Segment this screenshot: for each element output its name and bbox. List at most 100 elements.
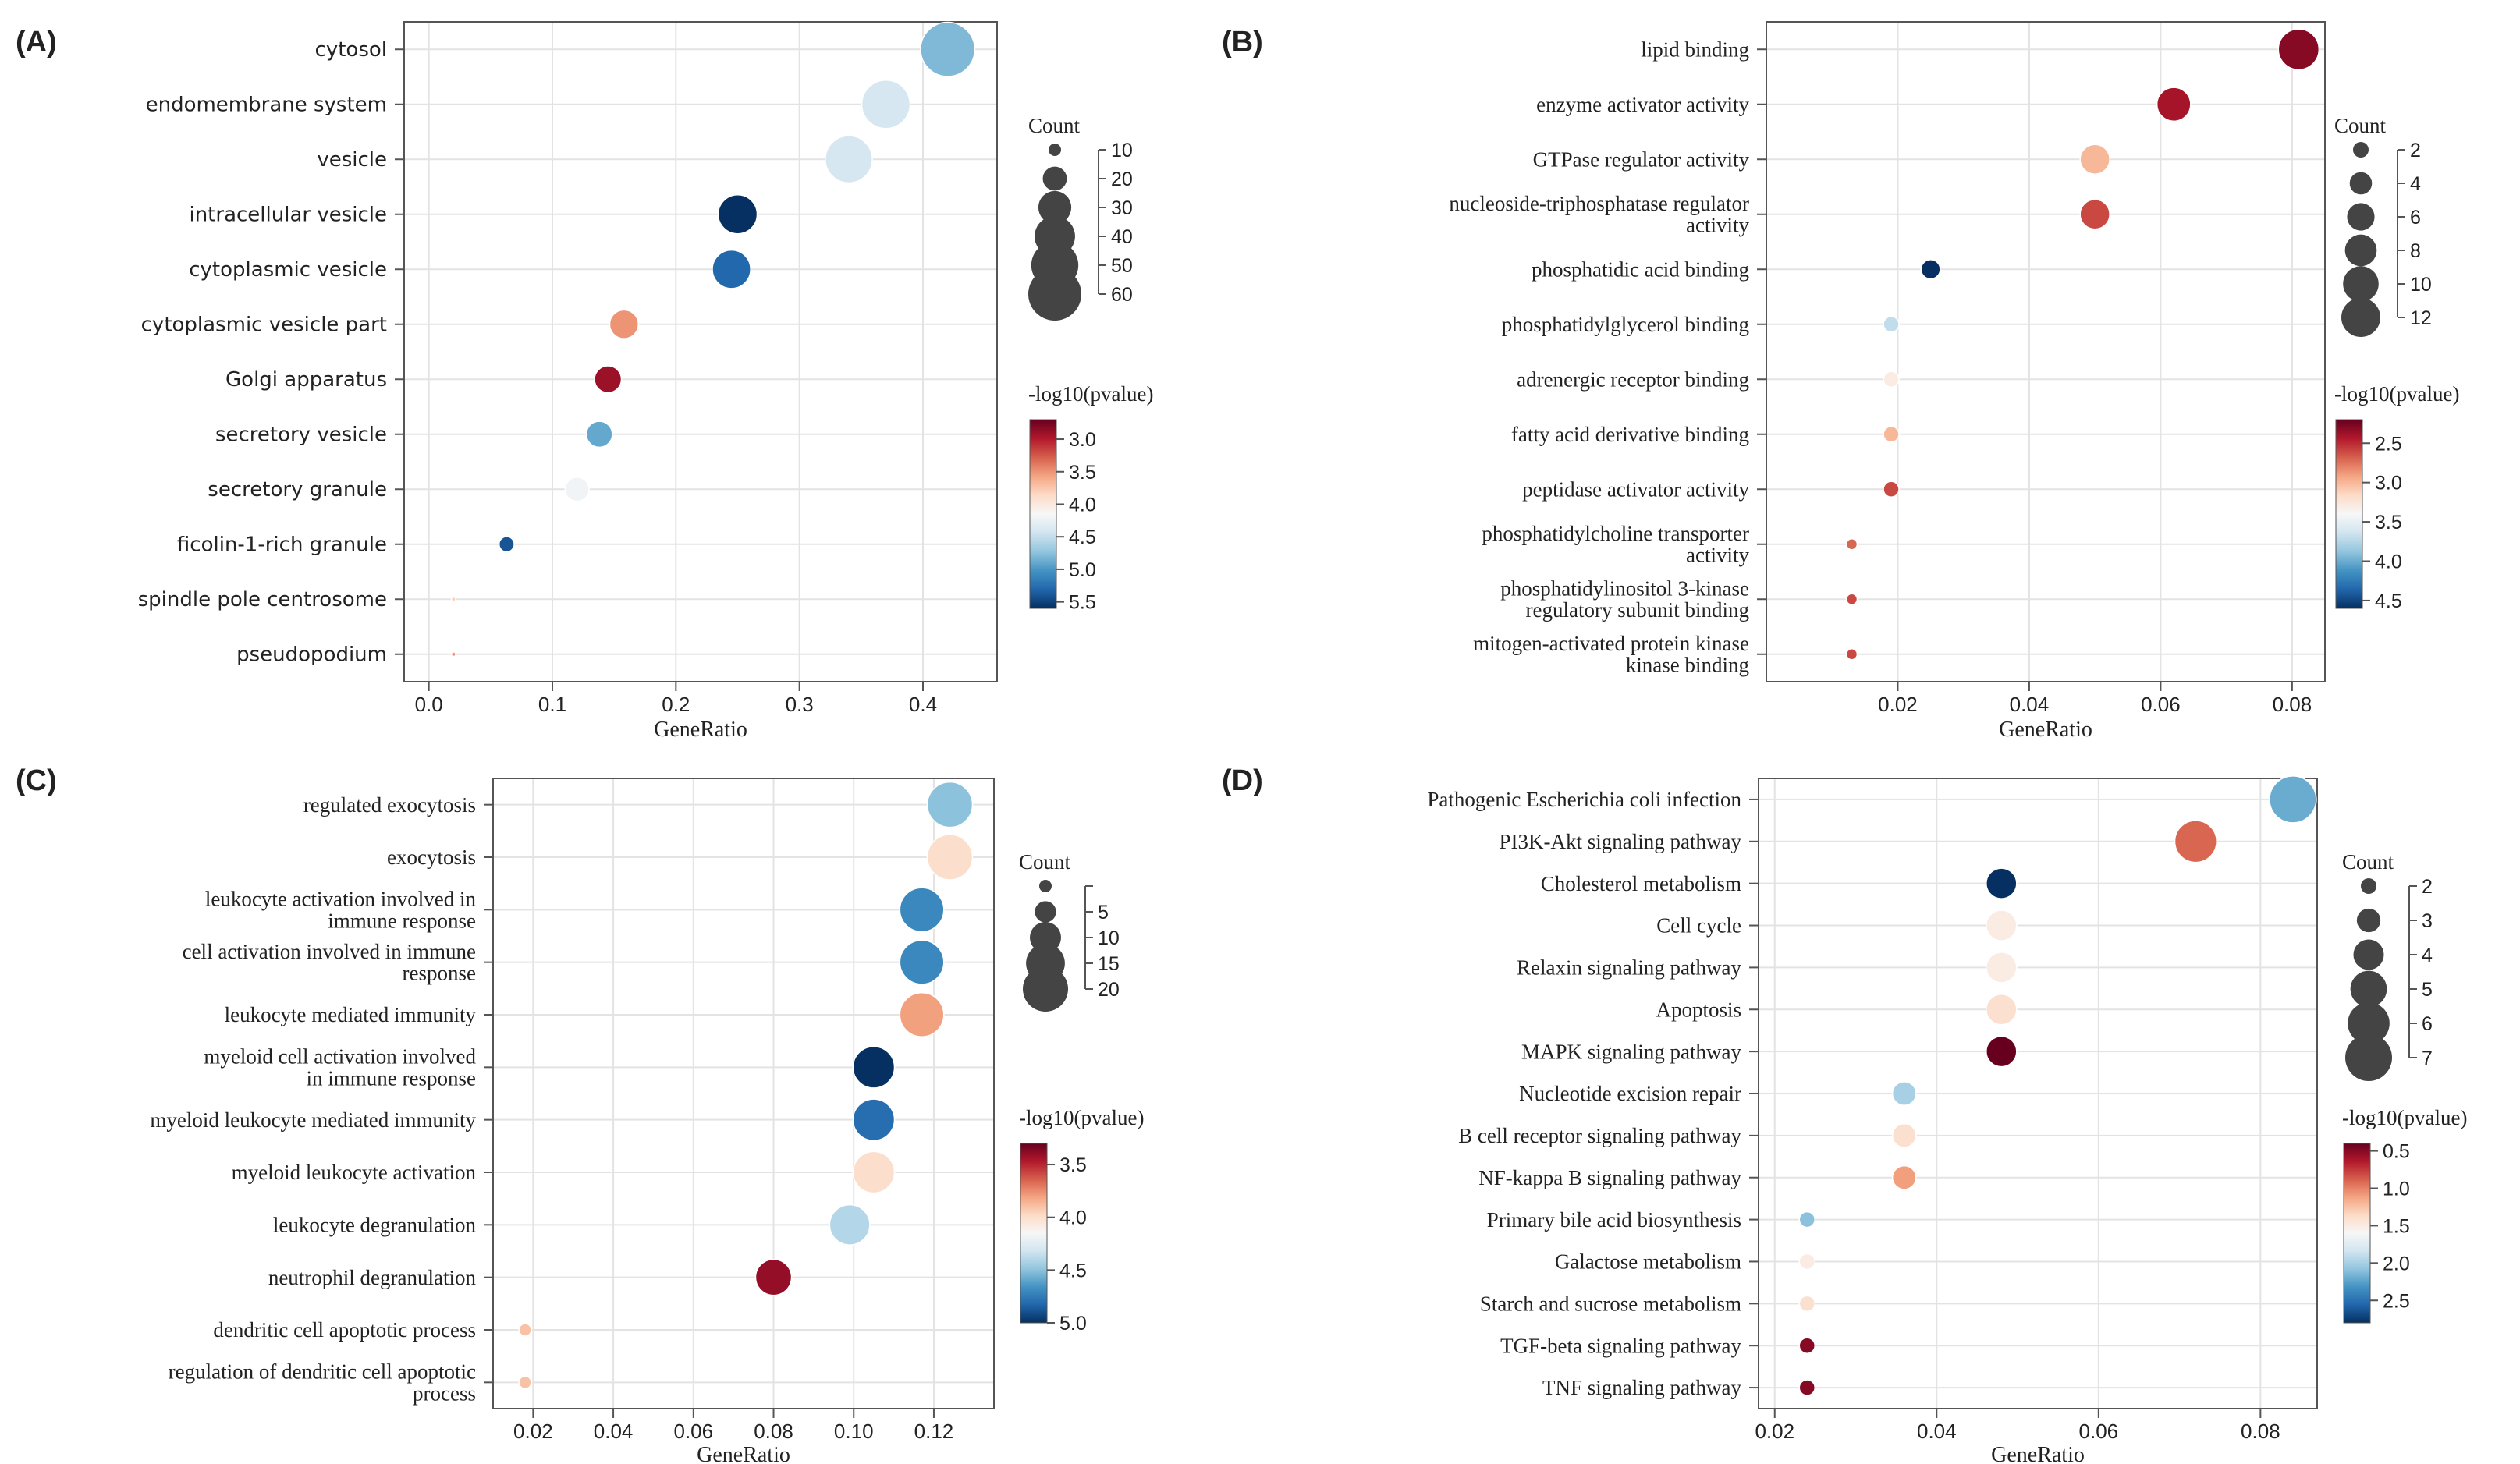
data-point [2156, 87, 2192, 122]
x-tick-label: 0.4 [909, 693, 937, 716]
size-legend-label: 3 [2422, 910, 2433, 932]
data-point [450, 596, 456, 602]
data-point [2079, 144, 2110, 175]
category-label-line: response [403, 962, 476, 985]
data-point [852, 1045, 896, 1089]
color-legend-label: 4.5 [1059, 1260, 1087, 1281]
data-point [1798, 1253, 1816, 1271]
data-point [1891, 1164, 1917, 1190]
category-label-line: kinase binding [1626, 654, 1749, 677]
size-legend-title: Count [2334, 114, 2387, 137]
size-legend-label: 50 [1111, 255, 1133, 277]
category-label: endomembrane system [146, 94, 387, 117]
category-label-line: cell activation involved in immune [183, 940, 476, 963]
size-legend-label: 30 [1111, 197, 1133, 219]
size-legend-label: 20 [1111, 168, 1133, 190]
data-point [1986, 909, 2018, 941]
size-legend-label: 6 [2410, 207, 2421, 229]
category-label-line: vesicle [317, 148, 387, 172]
category-label-line: ficolin-1-rich granule [177, 533, 387, 557]
size-legend-label: 10 [1098, 927, 1120, 949]
category-label-line: phosphatidylcholine transporter [1482, 522, 1749, 545]
category-label-line: activity [1686, 214, 1749, 237]
size-legend-dot [1039, 880, 1052, 892]
data-point [1798, 1379, 1816, 1396]
category-label-line: cytoplasmic vesicle part [141, 314, 387, 337]
size-legend-dot [2361, 878, 2376, 894]
category-label: vesicle [317, 148, 387, 172]
color-bar [1020, 1143, 1048, 1324]
category-label-line: Cholesterol metabolism [1541, 872, 1741, 895]
category-label-line: myeloid cell activation involved [204, 1045, 476, 1069]
data-point [825, 135, 873, 184]
category-label: myeloid cell activation involved in immun… [204, 1045, 476, 1090]
category-label-line: secretory granule [208, 478, 387, 502]
category-label: lipid binding [1641, 37, 1749, 61]
category-label: nucleoside-triphosphatase regulator activ… [1449, 192, 1749, 237]
panel-label: (D) [1222, 764, 1263, 797]
category-label: Galactose metabolism [1555, 1250, 1741, 1274]
data-point [1845, 538, 1858, 551]
size-legend-title: Count [1019, 850, 1071, 874]
category-label-line: secretory vesicle [215, 424, 387, 447]
data-point [712, 249, 751, 289]
category-label: fatty acid derivative binding [1511, 423, 1749, 446]
size-legend-dot [2343, 266, 2379, 302]
color-legend-label: 5.5 [1069, 592, 1096, 614]
size-legend-dot [1023, 966, 1068, 1012]
color-legend-title: -log10(pvalue) [2334, 382, 2459, 406]
data-point [1845, 593, 1858, 605]
data-point [1883, 370, 1900, 388]
color-legend-label: 0.5 [2383, 1141, 2410, 1163]
data-point [1891, 1081, 1917, 1106]
category-label-line: TGF-beta signaling pathway [1500, 1334, 1741, 1357]
x-tick-label: 0.12 [914, 1420, 954, 1443]
category-label: Cholesterol metabolism [1541, 872, 1741, 895]
data-point [1883, 480, 1900, 498]
size-legend-label: 5 [1098, 902, 1109, 923]
data-point [2277, 28, 2320, 71]
category-label: Nucleotide excision repair [1519, 1082, 1741, 1105]
size-legend-dot [1049, 144, 1061, 156]
category-label-line: cytoplasmic vesicle [189, 258, 387, 282]
size-legend-dot [2349, 172, 2373, 195]
size-legend-label: 8 [2410, 240, 2421, 262]
category-label: GTPase regulator activity [1533, 147, 1750, 171]
category-label: leukocyte activation involved in immune r… [205, 888, 477, 933]
category-label-line: Apoptosis [1656, 998, 1741, 1021]
category-label-line: intracellular vesicle [189, 204, 387, 227]
panel-label: (A) [16, 26, 57, 58]
size-legend-dot [1038, 190, 1072, 225]
size-legend-label: 4 [2410, 173, 2421, 195]
category-label: Pathogenic Escherichia coli infection [1427, 788, 1741, 811]
category-label: mitogen-activated protein kinase kinase b… [1473, 632, 1749, 677]
color-legend-label: 5.0 [1059, 1313, 1087, 1335]
panel-label: (C) [16, 764, 57, 797]
x-tick-label: 0.08 [2273, 693, 2312, 716]
category-label: myeloid leukocyte activation [232, 1161, 477, 1184]
category-label-line: B cell receptor signaling pathway [1458, 1124, 1741, 1147]
category-label-line: Golgi apparatus [225, 368, 387, 392]
color-legend-label: 3.5 [1059, 1154, 1087, 1176]
x-tick-label: 0.2 [662, 693, 690, 716]
data-point [1798, 1337, 1816, 1354]
category-label-line: regulated exocytosis [303, 793, 476, 817]
category-label-line: Starch and sucrose metabolism [1480, 1292, 1741, 1316]
size-legend-label: 60 [1111, 284, 1133, 306]
category-label: exocytosis [387, 845, 476, 869]
data-point [1798, 1211, 1816, 1228]
color-legend-label: 4.0 [1069, 494, 1096, 516]
category-label-line: Primary bile acid biosynthesis [1487, 1208, 1741, 1232]
data-point [594, 365, 623, 394]
size-legend-dot [2353, 939, 2384, 970]
category-label-line: lipid binding [1641, 37, 1749, 61]
x-tick-label: 0.1 [538, 693, 566, 716]
category-label-line: exocytosis [387, 845, 476, 869]
category-label: leukocyte mediated immunity [225, 1003, 477, 1026]
category-label-line: immune response [328, 909, 476, 932]
data-point [899, 992, 945, 1037]
category-label: cytoplasmic vesicle [189, 258, 387, 282]
data-point [2079, 198, 2110, 230]
x-axis-label: GeneRatio [654, 718, 747, 742]
category-label-line: neutrophil degranulation [268, 1266, 477, 1289]
